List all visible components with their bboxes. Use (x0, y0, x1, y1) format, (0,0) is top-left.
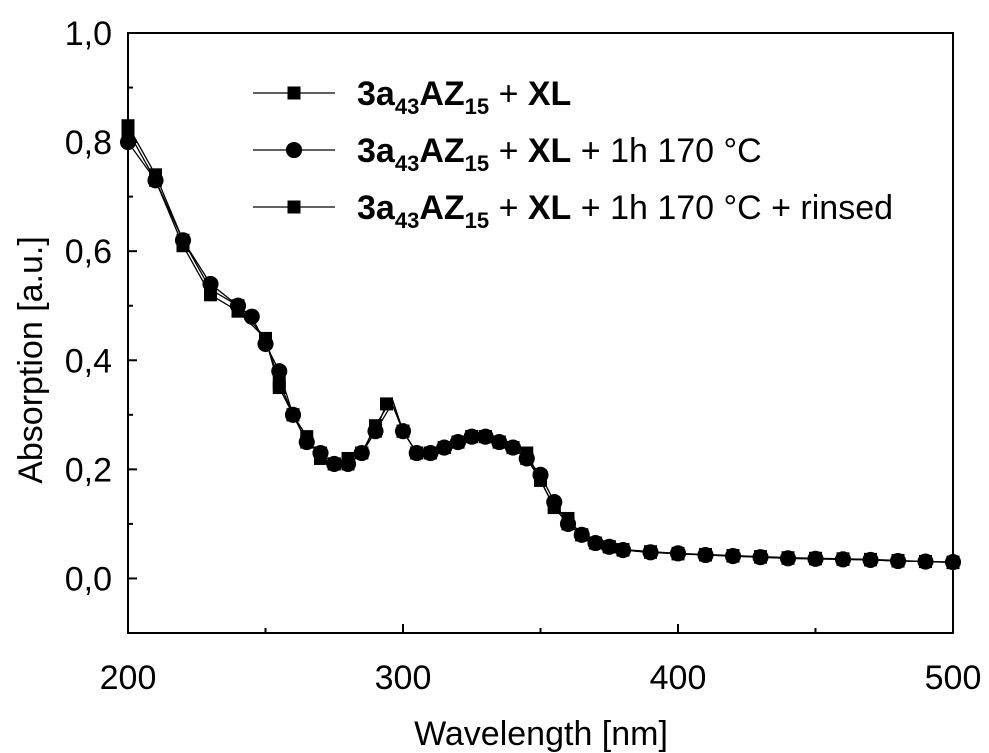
data-point (327, 457, 341, 471)
data-point (671, 546, 685, 560)
data-point (149, 168, 162, 182)
data-point (479, 430, 492, 444)
data-point (534, 473, 547, 487)
legend-label-part: XL (528, 189, 571, 227)
legend-marker (287, 86, 301, 100)
x-tick-label: 300 (375, 659, 432, 697)
data-point (176, 233, 190, 247)
y-tick-label: 1,0 (65, 15, 112, 53)
data-point (355, 446, 369, 460)
legend-label: 3a43AZ15 + XL + 1h 170 °C (357, 132, 762, 176)
data-point (589, 536, 602, 550)
legend-label-part: XL (528, 132, 571, 170)
legend-label-part: AZ (419, 75, 464, 113)
y-tick-label: 0,2 (65, 451, 112, 489)
series-3 (121, 119, 960, 569)
legend-label-part: 3a (357, 132, 396, 170)
x-axis-label: Wavelength [nm] (414, 715, 668, 753)
legend-label-part: 3a (357, 189, 396, 227)
legend-label: 3a43AZ15 + XL + 1h 170 °C + rinsed (357, 189, 893, 233)
data-point (369, 419, 382, 433)
data-point (864, 552, 877, 566)
legend-label-part: + (489, 75, 528, 113)
data-point (644, 545, 657, 559)
x-axis: 200 300 400 500 (100, 624, 982, 697)
data-point (492, 435, 506, 449)
data-point (754, 550, 767, 564)
legend-label-part: 15 (465, 151, 489, 176)
data-point (699, 547, 712, 561)
legend-label-part: + 1h 170 °C + rinsed (571, 189, 893, 227)
data-point (891, 553, 905, 567)
legend-label-part: 15 (465, 94, 489, 119)
y-tick-label: 0,4 (65, 342, 112, 380)
y-tick-label: 0,0 (65, 560, 112, 598)
legend-label-part: 43 (395, 208, 419, 233)
data-point (781, 551, 795, 565)
data-point (286, 408, 300, 422)
legend-label-part: + 1h 170 °C (571, 132, 761, 170)
legend-label: 3a43AZ15 + XL (357, 75, 571, 119)
data-point (396, 424, 410, 438)
x-tick-label: 400 (650, 659, 707, 697)
data-point (341, 451, 355, 465)
legend-entry-3: 3a43AZ15 + XL + 1h 170 °C + rinsed (253, 189, 893, 233)
data-point (465, 430, 479, 444)
data-point (809, 551, 822, 565)
data-point (575, 528, 589, 542)
legend-label-part: 43 (395, 94, 419, 119)
data-point (561, 511, 575, 525)
y-tick-label: 0,6 (65, 233, 112, 271)
x-tick-label: 500 (925, 659, 982, 697)
data-point (424, 446, 437, 460)
data-point (437, 441, 451, 455)
data-point (451, 435, 465, 449)
legend-label-part: XL (528, 75, 571, 113)
y-axis: 0,0 0,2 0,4 0,6 0,8 1,0 (65, 15, 137, 634)
x-tick-label: 200 (100, 659, 157, 697)
legend-label-part: AZ (419, 189, 464, 227)
data-point (520, 446, 534, 460)
y-axis-label: Absorption [a.u.] (12, 236, 50, 484)
data-point (204, 282, 217, 296)
data-point (272, 375, 286, 389)
plot-frame (127, 32, 954, 634)
data-point (919, 555, 932, 569)
legend-label-part: + (489, 132, 528, 170)
data-point (602, 540, 616, 554)
data-point (506, 441, 520, 455)
data-point (314, 446, 327, 460)
data-point (547, 501, 561, 515)
data-point (243, 308, 260, 325)
legend-label-part: 43 (395, 151, 419, 176)
data-point (300, 435, 314, 449)
legend-label-part: 15 (465, 208, 489, 233)
data-point (410, 446, 424, 460)
data-point (836, 552, 850, 566)
y-tick-label: 0,8 (65, 124, 112, 162)
legend-entry-1: 3a43AZ15 + XL (253, 75, 571, 119)
data-point (726, 549, 740, 563)
legend-label-part: AZ (419, 132, 464, 170)
legend-entry-2: 3a43AZ15 + XL + 1h 170 °C (253, 132, 762, 176)
data-point (231, 299, 245, 313)
plot-area (119, 119, 962, 571)
legend-label-part: 3a (357, 75, 396, 113)
legend-marker (285, 141, 303, 159)
legend-marker (287, 200, 301, 214)
legend-label-part: + (489, 189, 528, 227)
data-point (259, 331, 272, 345)
data-point (616, 543, 630, 557)
